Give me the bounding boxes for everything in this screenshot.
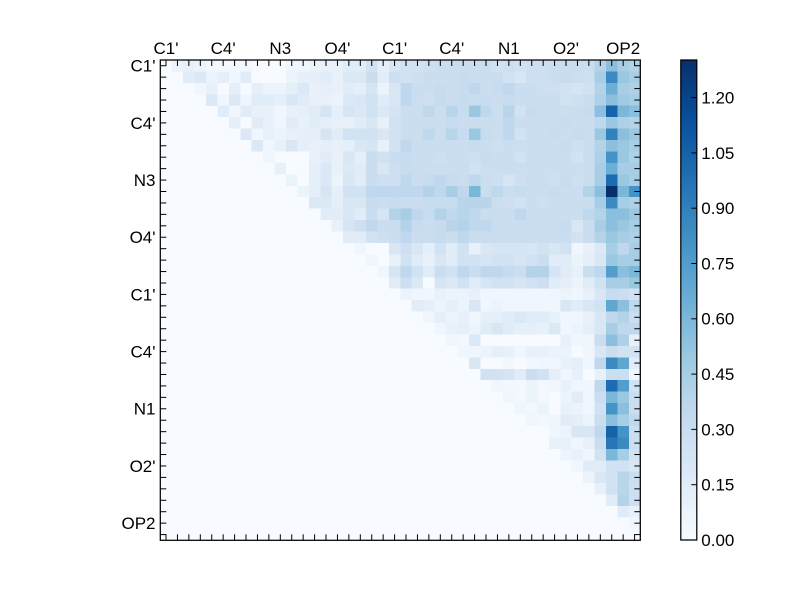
svg-text:C4': C4' bbox=[211, 39, 236, 58]
svg-text:C1': C1' bbox=[131, 57, 156, 76]
svg-text:O2': O2' bbox=[553, 39, 579, 58]
svg-text:0.00: 0.00 bbox=[701, 531, 734, 550]
svg-text:OP2: OP2 bbox=[606, 39, 640, 58]
svg-text:0.75: 0.75 bbox=[701, 254, 734, 273]
svg-text:O2': O2' bbox=[130, 457, 156, 476]
svg-text:C1': C1' bbox=[382, 39, 407, 58]
svg-text:O4': O4' bbox=[324, 39, 350, 58]
svg-text:1.20: 1.20 bbox=[701, 89, 734, 108]
svg-text:0.45: 0.45 bbox=[701, 365, 734, 384]
svg-text:N3: N3 bbox=[269, 39, 291, 58]
svg-text:OP2: OP2 bbox=[121, 514, 155, 533]
svg-text:C4': C4' bbox=[131, 114, 156, 133]
svg-text:C4': C4' bbox=[439, 39, 464, 58]
svg-text:C1': C1' bbox=[131, 285, 156, 304]
svg-text:O4': O4' bbox=[130, 228, 156, 247]
svg-text:N1: N1 bbox=[498, 39, 520, 58]
svg-text:N3: N3 bbox=[134, 171, 156, 190]
svg-text:N1: N1 bbox=[134, 400, 156, 419]
svg-text:0.15: 0.15 bbox=[701, 476, 734, 495]
svg-text:C1': C1' bbox=[154, 39, 179, 58]
svg-text:0.60: 0.60 bbox=[701, 310, 734, 329]
svg-text:0.90: 0.90 bbox=[701, 199, 734, 218]
svg-text:1.05: 1.05 bbox=[701, 144, 734, 163]
svg-text:C4': C4' bbox=[131, 343, 156, 362]
svg-text:0.30: 0.30 bbox=[701, 420, 734, 439]
